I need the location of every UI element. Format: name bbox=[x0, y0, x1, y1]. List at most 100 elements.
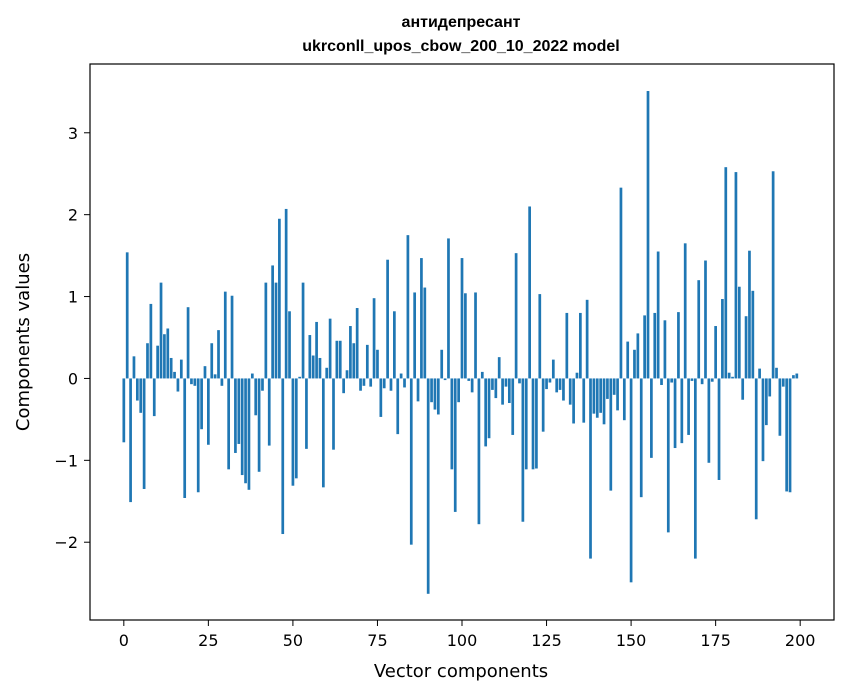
bar bbox=[443, 378, 447, 381]
bar bbox=[484, 378, 488, 447]
bar bbox=[673, 378, 677, 449]
bar bbox=[663, 320, 667, 379]
bar bbox=[365, 344, 369, 379]
bar bbox=[629, 378, 633, 583]
bar bbox=[149, 303, 153, 379]
bar bbox=[257, 378, 261, 472]
bar bbox=[213, 374, 217, 379]
bar bbox=[396, 378, 400, 435]
bar bbox=[318, 357, 322, 379]
bar bbox=[558, 378, 562, 390]
bar bbox=[562, 378, 565, 401]
bar bbox=[518, 378, 521, 384]
y-tick-label: 0 bbox=[68, 369, 78, 388]
bar bbox=[345, 370, 349, 379]
bar bbox=[795, 373, 799, 379]
bar bbox=[612, 378, 616, 395]
bar bbox=[792, 375, 795, 379]
bar bbox=[305, 378, 308, 449]
y-tick-label: 3 bbox=[68, 124, 78, 143]
bar bbox=[352, 343, 356, 379]
bar bbox=[457, 378, 460, 403]
bar bbox=[683, 243, 687, 379]
bar bbox=[511, 378, 515, 435]
bar bbox=[497, 357, 501, 379]
bar bbox=[308, 335, 312, 379]
x-tick-label: 100 bbox=[447, 631, 478, 650]
bar bbox=[751, 290, 755, 379]
bar bbox=[169, 357, 173, 379]
bar bbox=[376, 349, 379, 379]
bar bbox=[173, 371, 176, 379]
x-tick-label: 150 bbox=[616, 631, 647, 650]
bar bbox=[389, 378, 393, 391]
bar bbox=[474, 292, 477, 379]
x-tick-label: 175 bbox=[700, 631, 731, 650]
bar bbox=[321, 378, 325, 488]
bar bbox=[447, 238, 450, 379]
bar bbox=[453, 378, 457, 512]
bar bbox=[548, 378, 552, 383]
bar bbox=[609, 378, 613, 491]
x-tick-label: 50 bbox=[283, 631, 303, 650]
bar bbox=[406, 235, 410, 379]
bar bbox=[595, 378, 599, 418]
bar bbox=[541, 378, 545, 432]
bar bbox=[528, 206, 531, 379]
x-tick-label: 125 bbox=[531, 631, 562, 650]
bar bbox=[355, 308, 359, 379]
bar bbox=[294, 378, 298, 479]
x-axis-label: Vector components bbox=[374, 661, 548, 682]
x-tick-label: 0 bbox=[119, 631, 129, 650]
bar bbox=[507, 378, 511, 404]
bar bbox=[423, 287, 427, 379]
bar bbox=[413, 292, 417, 379]
bar bbox=[190, 378, 193, 385]
bar bbox=[480, 371, 484, 379]
bar bbox=[267, 378, 271, 446]
bar bbox=[186, 307, 190, 379]
bar bbox=[690, 378, 694, 381]
bar bbox=[203, 366, 207, 379]
x-axis-ticks: 0 25 50 75 100 125 150 175 200 bbox=[119, 620, 815, 650]
bar bbox=[416, 378, 420, 402]
bar bbox=[393, 311, 396, 379]
bar bbox=[379, 378, 383, 417]
bar bbox=[359, 378, 362, 391]
bar bbox=[325, 367, 329, 379]
bar bbox=[152, 378, 156, 417]
bar bbox=[264, 282, 268, 379]
bar bbox=[220, 378, 224, 386]
bar bbox=[436, 378, 440, 415]
bar bbox=[250, 373, 254, 379]
bar bbox=[585, 299, 589, 379]
x-tick-label: 25 bbox=[198, 631, 218, 650]
bar bbox=[132, 356, 136, 379]
bar bbox=[254, 378, 258, 416]
bar bbox=[440, 349, 444, 379]
bar bbox=[335, 340, 339, 379]
bar bbox=[731, 376, 734, 379]
bar bbox=[163, 334, 166, 379]
bar bbox=[382, 378, 386, 389]
bar bbox=[274, 282, 278, 379]
bar bbox=[386, 259, 389, 379]
bar bbox=[494, 378, 498, 399]
bar bbox=[768, 378, 772, 397]
bar bbox=[223, 291, 227, 379]
bar bbox=[670, 378, 674, 383]
bar bbox=[284, 208, 288, 379]
bar bbox=[176, 378, 180, 392]
plot-frame bbox=[89, 63, 835, 621]
bar bbox=[135, 378, 139, 401]
bar bbox=[565, 312, 569, 379]
bar bbox=[362, 378, 366, 386]
bar bbox=[338, 340, 342, 379]
x-tick-label: 75 bbox=[367, 631, 387, 650]
bar bbox=[737, 286, 741, 379]
bar bbox=[575, 372, 579, 379]
bar bbox=[643, 315, 646, 379]
bar bbox=[650, 378, 653, 458]
bar bbox=[403, 378, 406, 388]
bar bbox=[487, 378, 491, 439]
